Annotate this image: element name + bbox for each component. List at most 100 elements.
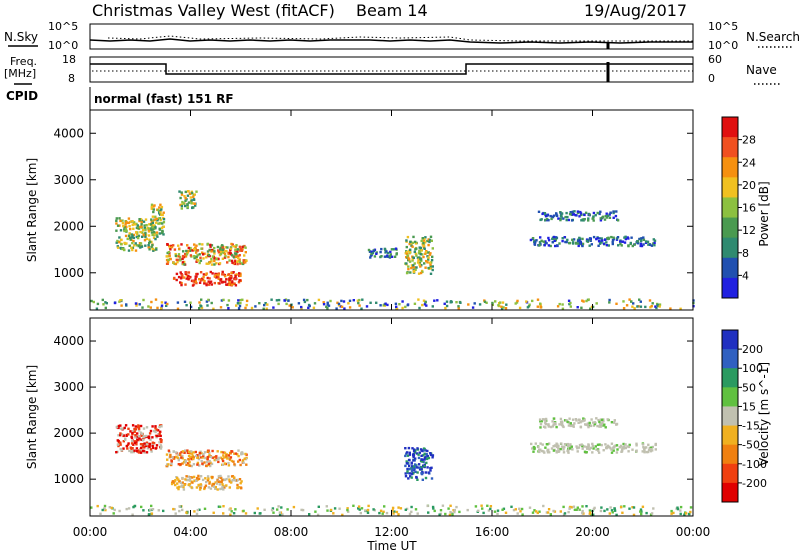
colorbar-segment — [722, 237, 738, 259]
data-cell — [650, 305, 653, 308]
data-cell — [232, 460, 235, 463]
data-cell — [216, 488, 219, 491]
data-cell — [208, 454, 211, 457]
data-cell — [178, 505, 181, 508]
data-cell — [644, 241, 648, 244]
data-cell — [170, 482, 174, 486]
data-cell — [619, 506, 623, 509]
data-cell — [546, 511, 550, 514]
data-cell — [213, 275, 216, 278]
data-cell — [411, 447, 414, 450]
data-cell — [555, 214, 559, 218]
data-cell — [208, 480, 211, 484]
data-cell — [182, 485, 185, 489]
data-cell — [606, 444, 610, 447]
data-cell — [536, 298, 540, 301]
data-cell — [177, 275, 181, 279]
data-cell — [571, 210, 575, 213]
data-cell — [185, 511, 188, 514]
data-cell — [209, 245, 212, 248]
data-cell — [244, 246, 247, 249]
data-cell — [560, 212, 564, 215]
data-cell — [139, 246, 142, 249]
data-cell — [215, 258, 218, 261]
data-cell — [453, 508, 456, 512]
data-cell — [592, 215, 595, 218]
data-cell — [228, 478, 231, 481]
data-cell — [593, 422, 597, 426]
data-cell — [116, 443, 120, 446]
data-cell — [581, 299, 584, 302]
data-cell — [597, 418, 600, 422]
data-cell — [199, 259, 203, 262]
data-cell — [415, 266, 418, 269]
data-cell — [614, 214, 618, 218]
data-cell — [421, 270, 424, 274]
data-cell — [206, 304, 209, 307]
data-cell — [578, 241, 582, 245]
data-cell — [207, 262, 210, 265]
data-cell — [184, 199, 187, 202]
data-cell — [215, 262, 218, 265]
data-cell — [120, 247, 123, 250]
data-cell — [151, 243, 154, 247]
data-cell — [623, 505, 626, 508]
data-cell — [425, 453, 428, 456]
data-cell — [622, 300, 625, 303]
data-cell — [500, 305, 503, 308]
data-cell — [184, 449, 187, 452]
data-cell — [422, 242, 425, 245]
data-cell — [159, 444, 162, 447]
data-cell — [201, 253, 205, 256]
nave-label: Nave — [746, 63, 777, 77]
data-cell — [615, 302, 618, 305]
data-cell — [147, 246, 150, 249]
data-cell — [529, 238, 533, 242]
data-cell — [205, 480, 208, 484]
data-cell — [149, 448, 153, 451]
data-cell — [407, 458, 411, 462]
data-cell — [152, 236, 156, 239]
data-cell — [648, 446, 651, 450]
data-cell — [135, 447, 139, 450]
data-cell — [195, 260, 198, 263]
data-cell — [596, 211, 599, 215]
data-cell — [504, 307, 508, 310]
data-cell — [600, 506, 603, 509]
data-cell — [314, 510, 317, 513]
data-cell — [327, 304, 331, 307]
data-cell — [606, 418, 609, 421]
data-cell — [217, 480, 220, 483]
data-cell — [116, 245, 119, 248]
data-cell — [103, 507, 106, 510]
data-cell — [280, 506, 283, 509]
data-cell — [544, 214, 548, 218]
data-cell — [151, 233, 154, 237]
data-cell — [588, 509, 592, 512]
data-cell — [649, 448, 653, 451]
data-cell — [378, 511, 381, 515]
data-cell — [173, 276, 176, 280]
data-cell — [125, 220, 128, 224]
data-cell — [164, 301, 167, 304]
data-cell — [206, 242, 209, 246]
data-cell — [408, 464, 411, 468]
data-cell — [416, 256, 420, 259]
y-tick-label: 1000 — [53, 472, 84, 486]
data-cell — [409, 240, 412, 244]
data-cell — [588, 512, 591, 515]
data-cell — [580, 213, 583, 217]
data-cell — [214, 274, 218, 277]
data-cell — [161, 213, 164, 217]
data-cell — [190, 457, 193, 461]
data-cell — [620, 244, 623, 247]
data-cell — [532, 445, 536, 449]
data-cell — [459, 301, 462, 304]
data-cell — [540, 420, 544, 423]
data-cell — [148, 442, 151, 446]
data-cell — [600, 443, 603, 447]
data-cell — [151, 221, 154, 224]
data-cell — [627, 244, 630, 248]
data-cell — [108, 506, 111, 509]
data-cell — [160, 439, 163, 442]
